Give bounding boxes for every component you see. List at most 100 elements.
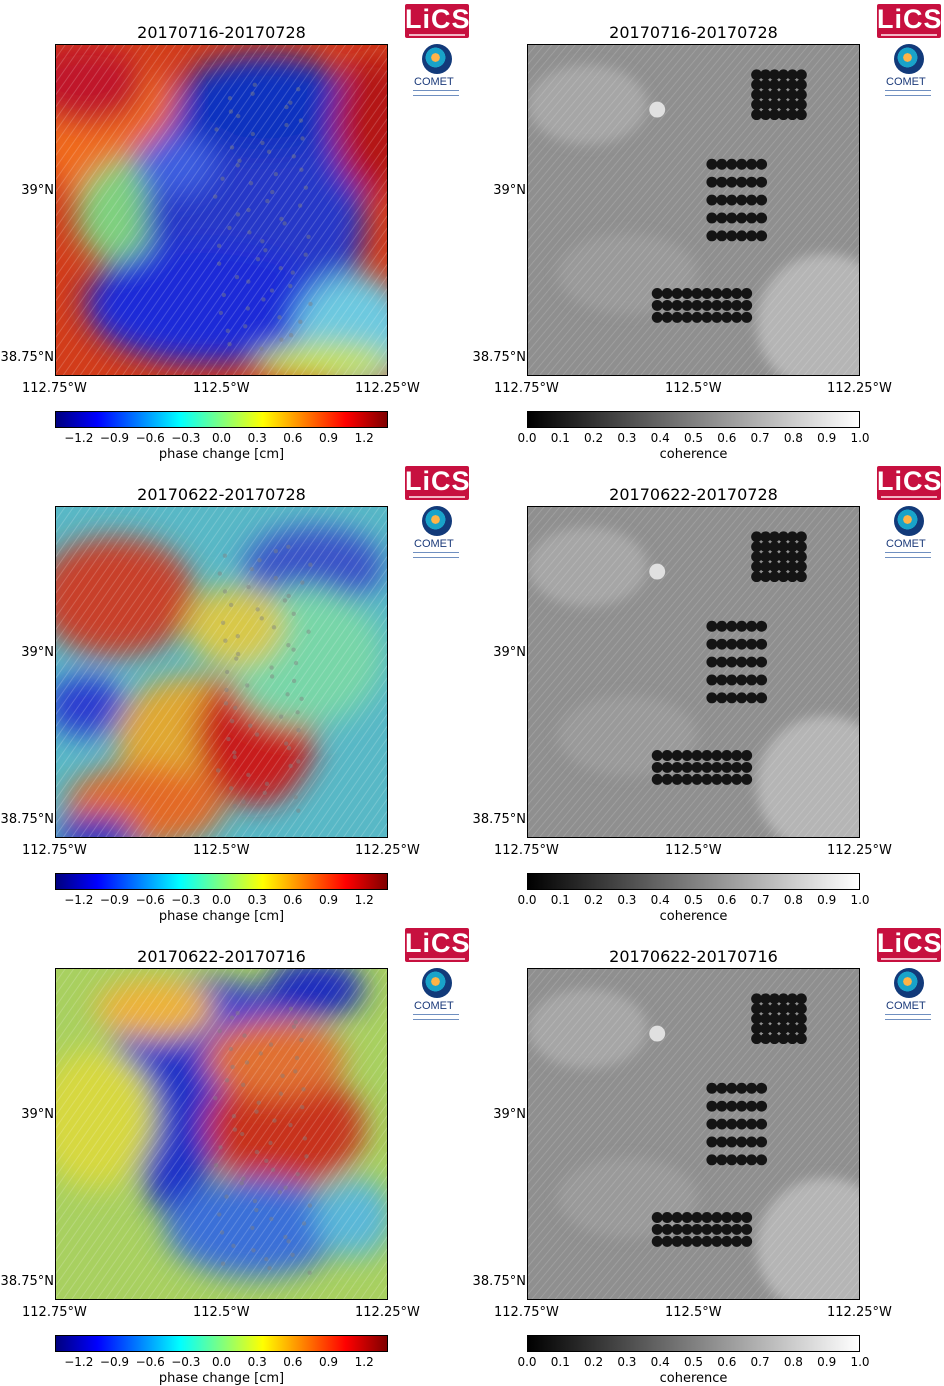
colorbar-tick-label: 0.9 bbox=[817, 431, 837, 445]
coherence-panel: 20170622-20170728 39°N 38.75°N 112.75°W 112.… bbox=[472, 462, 944, 924]
lat-label-upper: 39°N bbox=[493, 183, 526, 198]
colorbar-tick-label: 0.0 bbox=[211, 893, 232, 907]
comet-tagline bbox=[413, 1014, 459, 1020]
phase-map bbox=[55, 968, 388, 1300]
comet-globe-icon bbox=[894, 44, 924, 74]
comet-globe-icon bbox=[422, 44, 452, 74]
colorbar-tick-label: 0.8 bbox=[783, 431, 803, 445]
lics-tagline bbox=[881, 958, 937, 960]
lon-label-mid: 112.5°W bbox=[665, 381, 722, 396]
colorbar-tick-label: 1.0 bbox=[850, 431, 870, 445]
colorbar-tick-label: 0.9 bbox=[318, 893, 339, 907]
comet-logo-text: COMET bbox=[886, 76, 926, 88]
lon-label-mid: 112.5°W bbox=[193, 381, 250, 396]
colorbar-tick-label: 0.2 bbox=[584, 431, 604, 445]
coherence-map bbox=[527, 44, 860, 376]
colorbar-tick-label: −1.2 bbox=[64, 1355, 94, 1369]
phase-map bbox=[55, 44, 388, 376]
coherence-map bbox=[527, 506, 860, 838]
colorbar-tick-label: −0.6 bbox=[135, 1355, 165, 1369]
colorbar-tick-label: 0.4 bbox=[650, 431, 670, 445]
colorbar-tick-label: −1.2 bbox=[64, 431, 94, 445]
colorbar-tick-label: 0.8 bbox=[783, 893, 803, 907]
colorbar-label: phase change [cm] bbox=[158, 1371, 285, 1386]
lics-tagline bbox=[881, 34, 937, 36]
comet-logo-text: COMET bbox=[414, 76, 454, 88]
coherence-panel: 20170716-20170728 39°N 38.75°N 112.75°W 112.… bbox=[472, 0, 944, 462]
panel-title: 20170622-20170716 bbox=[609, 947, 778, 966]
lat-label-upper: 39°N bbox=[493, 1107, 526, 1122]
coherence-map bbox=[527, 968, 860, 1300]
colorbar-tick-label: 1.2 bbox=[354, 1355, 374, 1369]
lics-logo-text: LiCS bbox=[877, 4, 943, 34]
comet-tagline bbox=[885, 552, 931, 558]
lon-label-left: 112.75°W bbox=[22, 381, 87, 396]
interferogram-panel: 20170622-20170716 39°N 38.75°N 112.75°W 112.… bbox=[0, 924, 472, 1386]
colorbar-tick-label: 1.0 bbox=[850, 893, 870, 907]
lat-label-upper: 39°N bbox=[493, 645, 526, 660]
comet-tagline bbox=[885, 1014, 931, 1020]
lics-logo-text: LiCS bbox=[405, 466, 471, 496]
lon-label-left: 112.75°W bbox=[494, 843, 559, 858]
lat-label-lower: 38.75°N bbox=[0, 812, 54, 827]
lics-logo: LiCS bbox=[405, 928, 471, 962]
panel-title: 20170622-20170728 bbox=[137, 485, 306, 504]
colorbar-tick-label: 0.9 bbox=[817, 893, 837, 907]
colorbar-tick-label: 0.2 bbox=[584, 1355, 604, 1369]
colorbar-tick-label: 0.3 bbox=[617, 893, 637, 907]
lat-label-upper: 39°N bbox=[21, 183, 54, 198]
lics-logo: LiCS bbox=[405, 466, 471, 500]
lat-label-lower: 38.75°N bbox=[472, 350, 526, 365]
lon-label-right: 112.25°W bbox=[827, 381, 892, 396]
colorbar-tick-label: 1.2 bbox=[354, 431, 374, 445]
lics-logo: LiCS bbox=[877, 466, 943, 500]
lat-label-lower: 38.75°N bbox=[472, 812, 526, 827]
colorbar-tick-label: −0.3 bbox=[171, 893, 201, 907]
colorbar-tick-label: −0.9 bbox=[99, 893, 130, 907]
interferogram-panel: 20170716-20170728 39°N 38.75°N 112.75°W 112.… bbox=[0, 0, 472, 462]
phase-colorbar bbox=[55, 411, 388, 428]
colorbar-tick-label: 0.9 bbox=[817, 1355, 837, 1369]
lics-logo-text: LiCS bbox=[877, 466, 943, 496]
lon-label-right: 112.25°W bbox=[827, 1305, 892, 1320]
colorbar-tick-label: 0.6 bbox=[283, 1355, 303, 1369]
colorbar-label: phase change [cm] bbox=[158, 909, 285, 924]
coherence-colorbar bbox=[527, 1335, 860, 1352]
coherence-panel: 20170622-20170716 39°N 38.75°N 112.75°W 112.… bbox=[472, 924, 944, 1386]
colorbar-tick-label: 0.3 bbox=[617, 431, 637, 445]
panel-title: 20170716-20170728 bbox=[609, 23, 778, 42]
comet-globe-icon bbox=[422, 506, 452, 536]
colorbar-tick-label: 0.5 bbox=[683, 431, 704, 445]
lon-label-mid: 112.5°W bbox=[193, 1305, 250, 1320]
lics-tagline bbox=[409, 496, 465, 498]
colorbar-tick-label: 1.0 bbox=[850, 1355, 870, 1369]
comet-logo-text: COMET bbox=[414, 1000, 454, 1012]
colorbar-label: phase change [cm] bbox=[158, 447, 285, 462]
comet-tagline bbox=[413, 90, 459, 96]
colorbar-tick-label: 0.5 bbox=[683, 893, 704, 907]
colorbar-tick-label: 0.6 bbox=[283, 431, 303, 445]
colorbar-tick-label: 0.9 bbox=[318, 431, 339, 445]
colorbar-tick-label: 0.3 bbox=[247, 893, 267, 907]
colorbar-tick-label: 1.2 bbox=[354, 893, 374, 907]
lics-logo: LiCS bbox=[877, 928, 943, 962]
lics-logo-text: LiCS bbox=[405, 928, 471, 958]
colorbar-tick-label: −0.6 bbox=[135, 893, 165, 907]
colorbar-tick-label: 0.8 bbox=[783, 1355, 803, 1369]
lics-logo-text: LiCS bbox=[877, 928, 943, 958]
colorbar-tick-label: 0.1 bbox=[550, 1355, 570, 1369]
lics-logo-text: LiCS bbox=[405, 4, 471, 34]
colorbar-tick-label: 0.7 bbox=[750, 893, 770, 907]
colorbar-tick-label: 0.3 bbox=[617, 1355, 637, 1369]
coherence-colorbar bbox=[527, 873, 860, 890]
lics-logo: LiCS bbox=[405, 4, 471, 38]
panel-title: 20170622-20170728 bbox=[609, 485, 778, 504]
colorbar-label: coherence bbox=[659, 1371, 728, 1386]
colorbar-tick-label: 0.7 bbox=[750, 1355, 770, 1369]
lon-label-right: 112.25°W bbox=[355, 1305, 420, 1320]
lon-label-right: 112.25°W bbox=[827, 843, 892, 858]
lat-label-lower: 38.75°N bbox=[472, 1274, 526, 1289]
lics-logo: LiCS bbox=[877, 4, 943, 38]
lon-label-right: 112.25°W bbox=[355, 381, 420, 396]
lat-label-lower: 38.75°N bbox=[0, 350, 54, 365]
